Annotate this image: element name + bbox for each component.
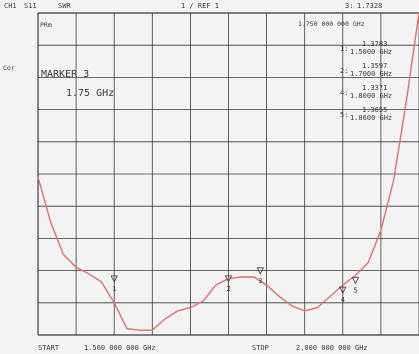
marker-table-num: 4: <box>340 89 348 97</box>
marker-table-freq: 1.8600 GHz <box>350 114 392 122</box>
marker-box-title: MARKER 3 <box>41 69 89 80</box>
marker-box-freq: 1.75 GHz <box>66 88 114 99</box>
marker-table-value: 1.3783 <box>362 40 387 48</box>
marker-2: 2 <box>224 275 233 293</box>
marker-label: 4 <box>341 296 345 304</box>
marker-triangle <box>224 275 233 283</box>
format-label: SWR <box>58 2 71 10</box>
marker-table-freq: 1.7000 GHz <box>350 70 392 78</box>
marker-table-freq: 1.8000 GHz <box>350 92 392 100</box>
cor-label: Cor <box>3 64 15 72</box>
marker-triangle <box>339 286 347 295</box>
active-marker-value: 1.7328 <box>357 2 382 10</box>
active-marker-freq: 1.750 000 000 GHz <box>298 20 365 28</box>
series-line-swr <box>37 12 419 331</box>
marker-4: 4 <box>339 286 347 304</box>
start-value: 1.500 000 000 GHz <box>84 344 156 352</box>
marker-label: 1 <box>112 285 116 293</box>
marker-triangle <box>110 275 118 283</box>
marker-table-value: 1.3655 <box>362 106 387 114</box>
marker-label: 3 <box>258 277 262 285</box>
marker-layer: 1 2 3 4 5 <box>110 267 360 304</box>
marker-label: 5 <box>354 286 358 294</box>
stop-value: 2.000 000 000 GHz <box>296 344 368 352</box>
pram-label: PRm <box>40 21 52 29</box>
param-label: S11 <box>24 2 37 10</box>
marker-label: 2 <box>227 285 231 293</box>
marker-table-value: 1.3371 <box>362 84 387 92</box>
stop-label: STOP <box>252 344 269 352</box>
marker-table-num: 1: <box>340 45 348 53</box>
channel-label: CH1 <box>4 2 17 10</box>
marker-table-freq: 1.5000 GHz <box>350 48 392 56</box>
marker-1: 1 <box>110 275 118 293</box>
plot-grid <box>37 12 419 336</box>
marker-3: 3 <box>256 267 264 285</box>
marker-triangle <box>256 267 264 275</box>
active-marker-label: 3: <box>345 2 353 10</box>
marker-table-value: 1.3597 <box>362 62 387 70</box>
scale-label: 1 / REF 1 <box>181 2 219 10</box>
start-label: START <box>38 344 60 352</box>
marker-table-num: 5: <box>340 111 348 119</box>
marker-table-num: 2: <box>340 67 348 75</box>
marker-triangle <box>351 277 360 285</box>
marker-5: 5 <box>351 277 360 294</box>
